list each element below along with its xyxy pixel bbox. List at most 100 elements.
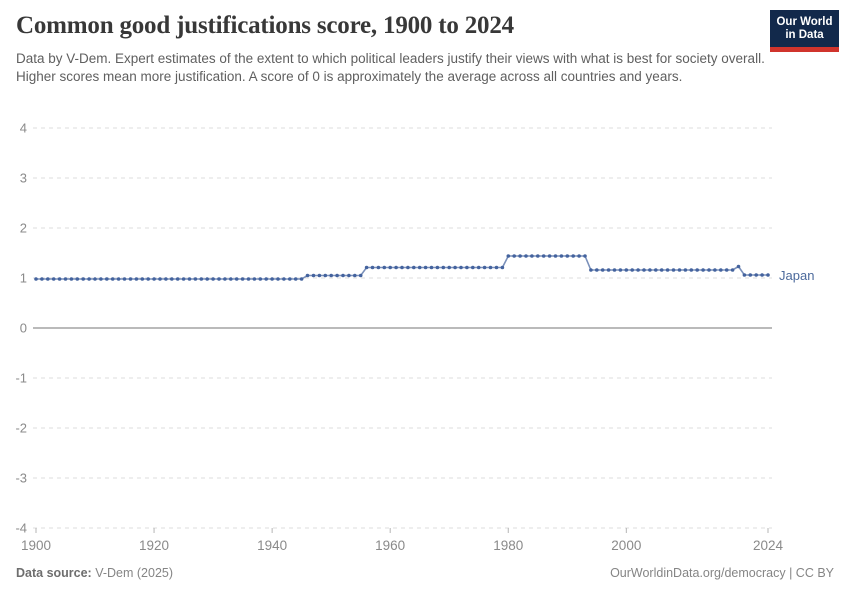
data-point-japan-1907[interactable] (75, 277, 80, 281)
data-point-japan-1922[interactable] (164, 277, 168, 281)
data-point-japan-1917[interactable] (134, 277, 139, 281)
data-point-japan-1950[interactable] (329, 273, 334, 278)
data-point-japan-1964[interactable] (412, 265, 416, 270)
data-point-japan-2003[interactable] (642, 268, 646, 272)
data-point-japan-1915[interactable] (122, 277, 127, 281)
data-point-japan-1993[interactable] (583, 254, 587, 258)
data-point-japan-1995[interactable] (595, 268, 599, 272)
data-point-japan-1981[interactable] (512, 254, 516, 258)
data-point-japan-1928[interactable] (199, 277, 204, 281)
data-point-japan-2018[interactable] (730, 268, 735, 272)
data-point-japan-1905[interactable] (63, 277, 68, 281)
data-point-japan-1961[interactable] (394, 265, 398, 270)
data-point-japan-1908[interactable] (81, 277, 85, 281)
data-point-japan-1938[interactable] (258, 277, 263, 281)
data-point-japan-1930[interactable] (211, 277, 215, 281)
data-point-japan-1984[interactable] (530, 254, 534, 258)
data-point-japan-1996[interactable] (600, 268, 605, 272)
data-point-japan-1945[interactable] (299, 277, 304, 281)
data-point-japan-1976[interactable] (482, 265, 487, 270)
data-point-japan-2019[interactable] (736, 264, 741, 269)
data-point-japan-1903[interactable] (51, 277, 56, 281)
data-point-japan-1974[interactable] (471, 265, 475, 270)
data-point-japan-1973[interactable] (465, 265, 469, 270)
data-point-japan-1978[interactable] (494, 265, 499, 270)
data-point-japan-1924[interactable] (175, 277, 180, 281)
data-point-japan-1972[interactable] (459, 265, 463, 270)
data-point-japan-2023[interactable] (760, 273, 764, 277)
data-point-japan-2000[interactable] (624, 268, 629, 272)
data-point-japan-1983[interactable] (524, 254, 528, 258)
data-point-japan-1921[interactable] (158, 277, 162, 281)
data-point-japan-1932[interactable] (223, 277, 227, 281)
data-point-japan-1979[interactable] (500, 265, 505, 270)
data-point-japan-1901[interactable] (40, 277, 44, 281)
data-point-japan-2024[interactable] (766, 273, 770, 277)
data-point-japan-1940[interactable] (270, 277, 274, 281)
data-point-japan-1914[interactable] (116, 277, 121, 281)
data-point-japan-1926[interactable] (187, 277, 192, 281)
data-point-japan-2008[interactable] (671, 268, 676, 272)
data-point-japan-1958[interactable] (376, 265, 381, 270)
data-point-japan-1998[interactable] (612, 268, 617, 272)
data-point-japan-2011[interactable] (689, 268, 694, 272)
data-point-japan-1909[interactable] (87, 277, 91, 281)
data-point-japan-1965[interactable] (417, 265, 422, 270)
data-point-japan-2009[interactable] (677, 268, 682, 272)
data-point-japan-1954[interactable] (353, 273, 357, 278)
data-point-japan-1927[interactable] (193, 277, 198, 281)
data-point-japan-2016[interactable] (719, 268, 723, 272)
data-point-japan-1934[interactable] (234, 277, 239, 281)
data-point-japan-1956[interactable] (364, 265, 369, 270)
data-point-japan-2020[interactable] (742, 273, 747, 277)
data-point-japan-1943[interactable] (288, 277, 292, 281)
data-point-japan-1925[interactable] (181, 277, 186, 281)
data-point-japan-2013[interactable] (701, 268, 705, 272)
data-point-japan-1970[interactable] (447, 265, 452, 270)
data-point-japan-1966[interactable] (423, 265, 428, 270)
data-point-japan-1902[interactable] (46, 277, 50, 281)
data-point-japan-2021[interactable] (748, 273, 753, 277)
data-point-japan-2012[interactable] (695, 268, 699, 272)
data-point-japan-1946[interactable] (305, 273, 310, 278)
data-point-japan-1953[interactable] (347, 273, 351, 278)
data-point-japan-1969[interactable] (441, 265, 446, 270)
data-point-japan-1933[interactable] (229, 277, 233, 281)
owid-logo[interactable]: Our World in Data (770, 10, 839, 52)
data-point-japan-1994[interactable] (589, 268, 593, 272)
data-point-japan-1982[interactable] (518, 254, 522, 258)
data-point-japan-1955[interactable] (358, 273, 363, 278)
attribution-link[interactable]: OurWorldinData.org/democracy | CC BY (610, 566, 834, 580)
data-point-japan-2002[interactable] (636, 268, 640, 272)
data-point-japan-1936[interactable] (246, 277, 251, 281)
data-point-japan-1923[interactable] (170, 277, 174, 281)
data-point-japan-1975[interactable] (476, 265, 481, 270)
data-point-japan-1911[interactable] (99, 277, 103, 281)
data-point-japan-1919[interactable] (146, 277, 150, 281)
data-point-japan-1939[interactable] (264, 277, 269, 281)
data-point-japan-1949[interactable] (323, 273, 328, 278)
data-point-japan-1904[interactable] (57, 277, 62, 281)
data-point-japan-1952[interactable] (341, 273, 345, 278)
data-point-japan-1947[interactable] (311, 273, 316, 278)
data-point-japan-2010[interactable] (683, 268, 688, 272)
data-point-japan-1937[interactable] (252, 277, 257, 281)
data-point-japan-1988[interactable] (553, 254, 558, 258)
data-point-japan-1944[interactable] (293, 277, 298, 281)
data-point-japan-1963[interactable] (406, 265, 410, 270)
data-point-japan-1971[interactable] (453, 265, 457, 270)
data-point-japan-1948[interactable] (317, 273, 322, 278)
data-point-japan-1913[interactable] (110, 277, 115, 281)
data-point-japan-2001[interactable] (630, 268, 634, 272)
data-point-japan-1962[interactable] (400, 265, 404, 270)
data-point-japan-1951[interactable] (335, 273, 339, 278)
data-point-japan-1986[interactable] (541, 254, 546, 258)
data-point-japan-2004[interactable] (648, 268, 652, 272)
data-point-japan-1935[interactable] (240, 277, 245, 281)
data-point-japan-1980[interactable] (506, 254, 511, 258)
data-point-japan-1900[interactable] (34, 277, 38, 281)
data-point-japan-1999[interactable] (618, 268, 623, 272)
series-label-japan[interactable]: Japan (779, 268, 815, 283)
data-point-japan-1968[interactable] (435, 265, 440, 270)
data-point-japan-1959[interactable] (382, 265, 387, 270)
